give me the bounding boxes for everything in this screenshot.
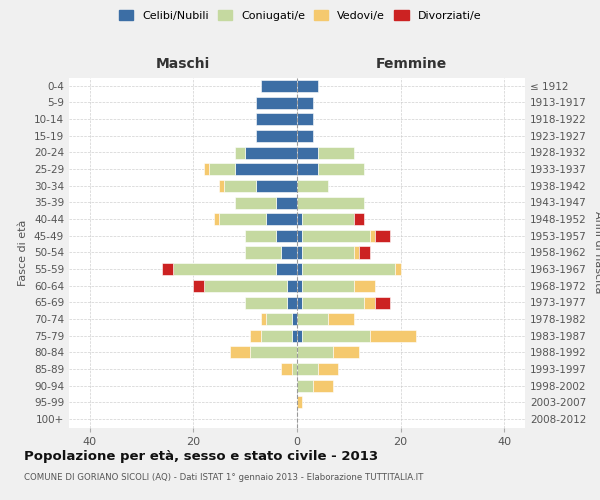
Y-axis label: Anni di nascita: Anni di nascita: [593, 211, 600, 294]
Bar: [297, 380, 313, 392]
Bar: [302, 330, 370, 342]
Bar: [162, 263, 173, 275]
Bar: [245, 230, 276, 242]
Legend: Celibi/Nubili, Coniugati/e, Vedovi/e, Divorziati/e: Celibi/Nubili, Coniugati/e, Vedovi/e, Di…: [116, 6, 484, 24]
Bar: [281, 363, 292, 375]
Bar: [364, 296, 375, 308]
Bar: [333, 346, 359, 358]
Bar: [297, 213, 302, 225]
Bar: [219, 213, 266, 225]
Bar: [193, 280, 204, 292]
Bar: [354, 246, 359, 258]
Bar: [266, 313, 292, 325]
Bar: [318, 163, 364, 175]
Bar: [261, 80, 297, 92]
Bar: [292, 313, 297, 325]
Bar: [261, 313, 266, 325]
Bar: [266, 213, 297, 225]
Bar: [256, 96, 297, 108]
Bar: [302, 263, 395, 275]
Bar: [230, 346, 250, 358]
Text: Popolazione per età, sesso e stato civile - 2013: Popolazione per età, sesso e stato civil…: [24, 450, 378, 463]
Bar: [297, 396, 302, 408]
Bar: [297, 230, 302, 242]
Text: Maschi: Maschi: [156, 57, 210, 71]
Bar: [219, 180, 224, 192]
Bar: [250, 346, 297, 358]
Bar: [287, 280, 297, 292]
Bar: [297, 146, 318, 158]
Bar: [292, 363, 297, 375]
Bar: [302, 230, 370, 242]
Bar: [297, 263, 302, 275]
Bar: [292, 330, 297, 342]
Bar: [395, 263, 401, 275]
Bar: [297, 280, 302, 292]
Bar: [245, 246, 281, 258]
Bar: [370, 230, 375, 242]
Bar: [261, 330, 292, 342]
Bar: [297, 113, 313, 125]
Bar: [297, 180, 328, 192]
Bar: [276, 196, 297, 208]
Bar: [297, 96, 313, 108]
Bar: [297, 296, 302, 308]
Bar: [354, 213, 364, 225]
Bar: [297, 330, 302, 342]
Bar: [354, 280, 375, 292]
Bar: [256, 130, 297, 142]
Bar: [204, 280, 287, 292]
Bar: [318, 363, 338, 375]
Bar: [318, 146, 354, 158]
Bar: [297, 313, 328, 325]
Bar: [375, 296, 390, 308]
Bar: [375, 230, 390, 242]
Bar: [313, 380, 333, 392]
Bar: [214, 213, 219, 225]
Bar: [302, 280, 354, 292]
Bar: [204, 163, 209, 175]
Bar: [245, 296, 287, 308]
Bar: [245, 146, 297, 158]
Bar: [328, 313, 354, 325]
Bar: [224, 180, 256, 192]
Bar: [256, 180, 297, 192]
Text: Femmine: Femmine: [376, 57, 446, 71]
Bar: [276, 230, 297, 242]
Bar: [302, 246, 354, 258]
Bar: [297, 363, 318, 375]
Bar: [297, 80, 318, 92]
Bar: [281, 246, 297, 258]
Bar: [297, 163, 318, 175]
Bar: [235, 163, 297, 175]
Bar: [297, 196, 364, 208]
Y-axis label: Fasce di età: Fasce di età: [19, 220, 28, 286]
Bar: [359, 246, 370, 258]
Bar: [256, 113, 297, 125]
Bar: [287, 296, 297, 308]
Bar: [302, 213, 354, 225]
Bar: [297, 246, 302, 258]
Text: COMUNE DI GORIANO SICOLI (AQ) - Dati ISTAT 1° gennaio 2013 - Elaborazione TUTTIT: COMUNE DI GORIANO SICOLI (AQ) - Dati IST…: [24, 472, 424, 482]
Bar: [297, 346, 333, 358]
Bar: [209, 163, 235, 175]
Bar: [302, 296, 364, 308]
Bar: [235, 146, 245, 158]
Bar: [370, 330, 416, 342]
Bar: [250, 330, 261, 342]
Bar: [276, 263, 297, 275]
Bar: [173, 263, 276, 275]
Bar: [297, 130, 313, 142]
Bar: [235, 196, 276, 208]
